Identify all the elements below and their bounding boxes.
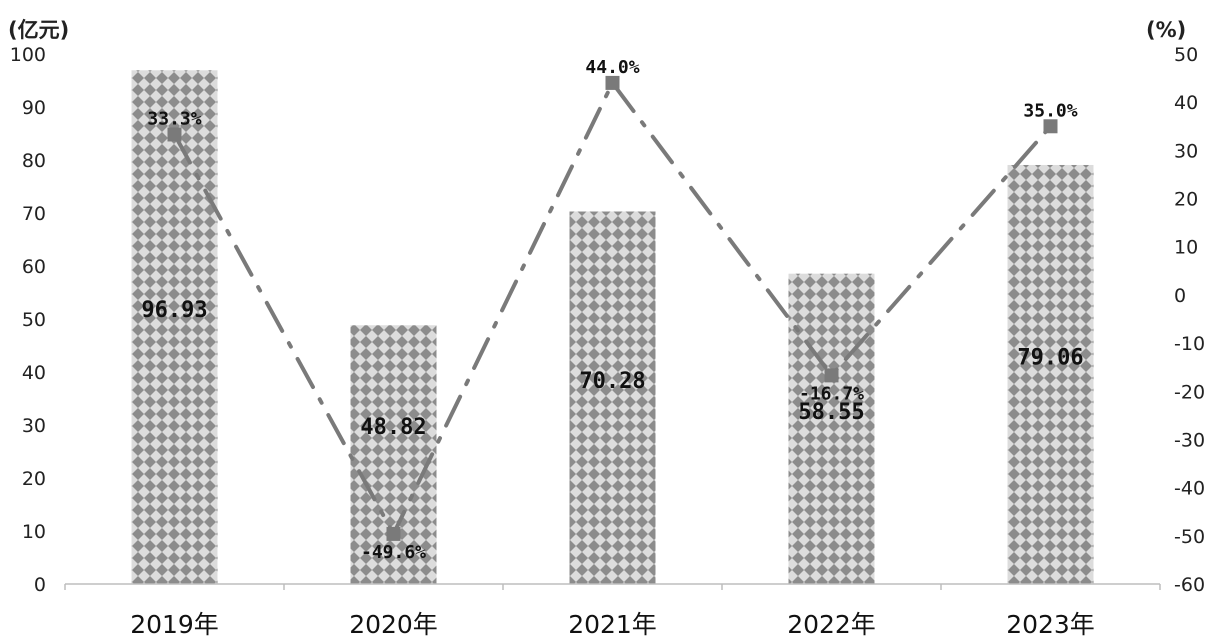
right-tick-label: -40 — [1174, 478, 1205, 500]
bar-value-label: 70.28 — [579, 369, 645, 394]
right-tick-label: -10 — [1174, 333, 1205, 355]
left-tick-label: 60 — [22, 256, 46, 278]
left-tick-label: 50 — [22, 309, 46, 331]
bar — [1007, 164, 1094, 584]
right-tick-label: -20 — [1174, 381, 1205, 403]
right-tick-label: -50 — [1174, 526, 1205, 548]
right-tick-label: -30 — [1174, 429, 1205, 451]
left-tick-label: 30 — [22, 415, 46, 437]
category-label: 2021年 — [568, 610, 657, 639]
line-value-label: 35.0% — [1023, 100, 1077, 121]
right-tick-label: -60 — [1174, 574, 1205, 596]
left-tick-label: 100 — [10, 44, 46, 66]
right-axis-unit: (%) — [1146, 18, 1186, 42]
line-marker — [167, 127, 182, 142]
right-tick-label: 0 — [1174, 285, 1186, 307]
x-axis: 2019年 2020年 2021年 2022年 2023年 — [64, 583, 1161, 639]
bar — [569, 211, 656, 585]
line-series: 33.3% -49.6% 44.0% -16.7% 35.0% — [147, 57, 1077, 563]
line-value-label: 33.3% — [147, 108, 201, 129]
left-tick-label: 0 — [34, 574, 46, 596]
left-axis-unit: (亿元) — [8, 18, 69, 42]
left-axis: 0 10 20 30 40 50 60 70 80 90 100 — [10, 44, 46, 596]
category-label: 2023年 — [1006, 610, 1095, 639]
line-marker — [605, 75, 620, 90]
bar — [788, 273, 875, 584]
category-label: 2019年 — [130, 610, 219, 639]
growth-line — [172, 79, 1053, 539]
category-label: 2022年 — [787, 610, 876, 639]
left-tick-label: 90 — [22, 97, 46, 119]
line-value-label: 44.0% — [585, 57, 639, 78]
left-tick-label: 40 — [22, 362, 46, 384]
line-marker — [1043, 119, 1058, 134]
line-marker — [824, 368, 839, 383]
left-tick-label: 70 — [22, 203, 46, 225]
bar-value-label: 96.93 — [141, 298, 207, 323]
bar-value-label: 79.06 — [1017, 345, 1083, 370]
bar-value-label: 58.55 — [798, 400, 864, 425]
right-tick-label: 30 — [1174, 140, 1198, 162]
line-marker — [386, 526, 401, 541]
right-tick-label: 50 — [1174, 44, 1198, 66]
bar-value-label: 48.82 — [360, 415, 426, 440]
right-tick-label: 40 — [1174, 92, 1198, 114]
bar — [131, 70, 218, 584]
category-label: 2020年 — [349, 610, 438, 639]
line-value-label: -16.7% — [799, 383, 864, 404]
bar-series: 96.93 48.82 70.28 58.55 79.06 — [131, 70, 1094, 585]
right-tick-label: 10 — [1174, 237, 1198, 259]
line-value-label: -49.6% — [361, 542, 426, 563]
right-tick-label: 20 — [1174, 189, 1198, 211]
right-axis: -60 -50 -40 -30 -20 -10 0 10 20 30 40 50 — [1174, 44, 1205, 596]
left-tick-label: 20 — [22, 468, 46, 490]
left-tick-label: 10 — [22, 521, 46, 543]
left-tick-label: 80 — [22, 150, 46, 172]
